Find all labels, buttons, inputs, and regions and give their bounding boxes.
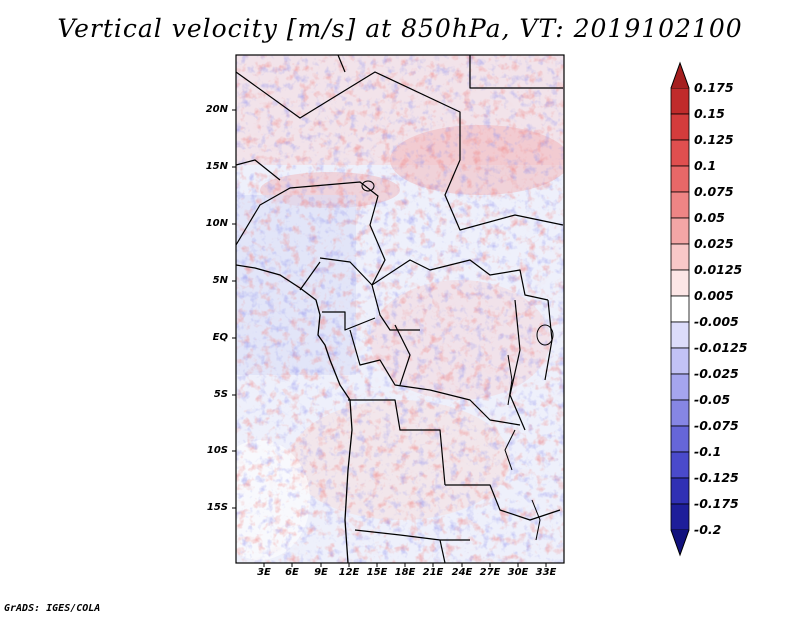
lat-label: 5N	[212, 275, 228, 286]
colorbar-label: -0.05	[694, 392, 731, 407]
lon-label: 24E	[451, 567, 473, 578]
colorbar-segment	[670, 217, 690, 245]
colorbar-segment	[670, 503, 690, 531]
colorbar-label: -0.075	[694, 418, 739, 433]
lon-label: 12E	[338, 567, 360, 578]
lon-label: 27E	[479, 567, 501, 578]
chart-title: Vertical velocity [m/s] at 850hPa, VT: 2…	[57, 14, 743, 43]
colorbar-label: 0.075	[694, 184, 734, 199]
lon-label: 6E	[285, 567, 299, 578]
colorbar-segment	[670, 477, 690, 505]
colorbar-label: 0.1	[694, 158, 717, 173]
colorbar-segment	[670, 165, 690, 193]
colorbar-label: 0.005	[694, 288, 734, 303]
lat-label: 15N	[205, 161, 228, 172]
colorbar-segment	[670, 113, 690, 141]
lat-label: EQ	[212, 332, 228, 343]
lat-label: 5S	[213, 389, 228, 400]
lon-label: 9E	[314, 567, 328, 578]
colorbar-segment	[670, 243, 690, 271]
colorbar-segment	[670, 425, 690, 453]
colorbar-label: -0.1	[694, 444, 722, 459]
colorbar-segment	[670, 295, 690, 323]
credit-label: GrADS: IGES/COLA	[4, 603, 101, 614]
country-borders	[236, 55, 564, 563]
colorbar-label: 0.0125	[694, 262, 743, 277]
lat-label: 20N	[205, 104, 228, 115]
colorbar-segment	[670, 451, 690, 479]
velocity-field	[236, 55, 564, 563]
colorbar-segment	[670, 269, 690, 297]
colorbar-segment	[670, 373, 690, 401]
colorbar-label: 0.025	[694, 236, 734, 251]
colorbar-label: -0.025	[694, 366, 739, 381]
colorbar-label: -0.0125	[694, 340, 748, 355]
colorbar-label: 0.15	[694, 106, 725, 121]
lon-label: 30E	[507, 567, 529, 578]
colorbar-segment	[670, 191, 690, 219]
lon-label: 15E	[366, 567, 388, 578]
colorbar-label: -0.125	[694, 470, 739, 485]
colorbar-label: -0.2	[694, 522, 722, 537]
colorbar-segment	[670, 399, 690, 427]
colorbar-label: -0.175	[694, 496, 739, 511]
lat-label: 10S	[206, 445, 228, 456]
lat-label: 10N	[205, 218, 228, 229]
colorbar-label: 0.175	[694, 80, 734, 95]
lon-label: 33E	[535, 567, 557, 578]
colorbar-segment	[670, 87, 690, 115]
colorbar-label: -0.005	[694, 314, 739, 329]
lakes	[361, 180, 554, 541]
lat-label: 15S	[206, 502, 228, 513]
colorbar-label: 0.125	[694, 132, 734, 147]
colorbar-segment	[670, 347, 690, 375]
lon-label: 21E	[422, 567, 444, 578]
colorbar-segment	[670, 139, 690, 167]
coastline	[236, 264, 353, 563]
colorbar-label: 0.05	[694, 210, 725, 225]
colorbar-segment	[670, 321, 690, 349]
lon-label: 3E	[257, 567, 271, 578]
lon-label: 18E	[394, 567, 416, 578]
